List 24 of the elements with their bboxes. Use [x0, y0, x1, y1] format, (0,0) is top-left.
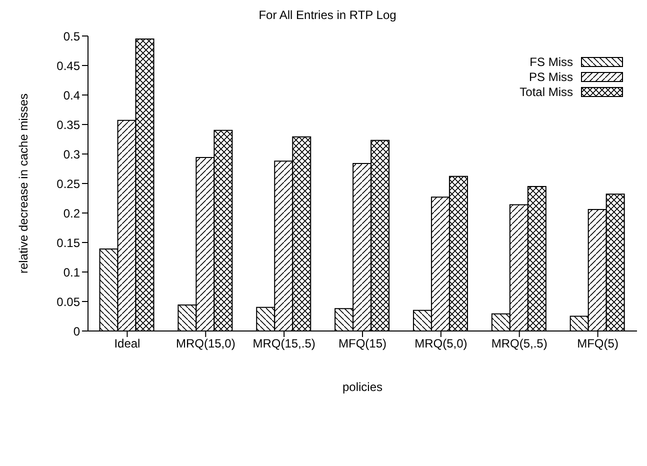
- x-tick-label: MRQ(5,0): [414, 336, 468, 351]
- chart-title: For All Entries in RTP Log: [258, 8, 398, 24]
- y-tick-label: 0.05: [56, 294, 80, 309]
- x-tick-label: MRQ(15,.5): [252, 336, 316, 351]
- y-tick-label: 0.25: [56, 176, 80, 191]
- y-axis-title: relative decrease in cache misses: [16, 93, 30, 274]
- y-tick-label: 0.4: [63, 88, 80, 102]
- y-tick-label: 0.15: [56, 236, 80, 250]
- x-tick-label: MRQ(5,.5): [491, 336, 548, 351]
- legend-label: Total Miss: [520, 84, 573, 98]
- x-tick-label: Ideal: [114, 336, 140, 351]
- y-tick-label: 0.45: [56, 58, 80, 73]
- x-tick-label: MFQ(5): [577, 336, 618, 351]
- y-tick-label: 0.3: [63, 147, 80, 162]
- x-axis-title: policies: [342, 380, 383, 394]
- y-tick-label: 0.5: [63, 29, 80, 44]
- legend-label: PS Miss: [528, 70, 573, 84]
- x-tick-label: MFQ(15): [338, 336, 387, 351]
- y-tick-label: 0: [73, 324, 80, 338]
- y-tick-label: 0.35: [56, 118, 80, 132]
- y-tick-label: 0.2: [63, 206, 80, 220]
- legend-label: FS Miss: [530, 54, 573, 68]
- x-tick-label: MRQ(15,0): [176, 336, 236, 351]
- y-tick-label: 0.1: [63, 265, 80, 280]
